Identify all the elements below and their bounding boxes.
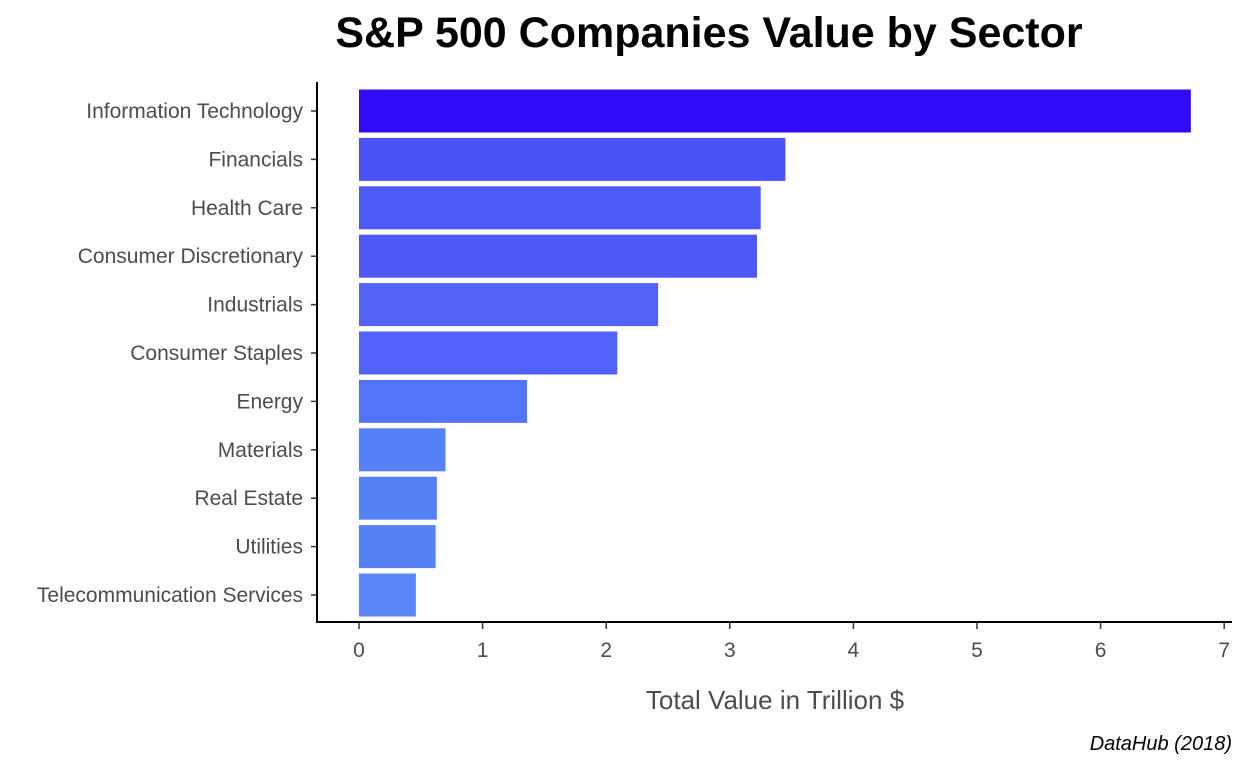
x-tick-label-5: 5 (971, 639, 983, 662)
x-axis-title: Total Value in Trillion $ (646, 685, 905, 715)
x-tick-label-4: 4 (848, 639, 860, 662)
x-tick-label-0: 0 (353, 639, 365, 662)
category-label-9: Utilities (235, 536, 303, 559)
category-labels: Information Technology Financials Health C… (37, 100, 304, 607)
category-label-2: Health Care (191, 197, 303, 220)
x-tick-label-1: 1 (477, 639, 489, 662)
category-label-7: Materials (218, 439, 303, 462)
chart-title: S&P 500 Companies Value by Sector (335, 9, 1083, 57)
bar-10 (359, 573, 416, 617)
bar-5 (359, 331, 618, 375)
x-tick-labels: 0 1 2 3 4 5 6 7 (353, 639, 1230, 662)
x-tick-label-2: 2 (600, 639, 612, 662)
category-label-5: Consumer Staples (130, 342, 303, 365)
bar-1 (359, 137, 786, 181)
category-label-8: Real Estate (194, 487, 303, 510)
x-tick-marks (358, 622, 1225, 629)
category-label-4: Industrials (207, 294, 303, 317)
chart-caption: DataHub (2018) (1090, 733, 1232, 755)
bar-9 (359, 525, 436, 569)
bar-6 (359, 379, 528, 423)
x-tick-label-7: 7 (1218, 639, 1230, 662)
bar-2 (359, 186, 761, 230)
category-label-1: Financials (208, 148, 303, 171)
category-label-10: Telecommunication Services (37, 584, 303, 607)
bar-4 (359, 283, 659, 327)
category-label-6: Energy (236, 390, 303, 413)
category-label-0: Information Technology (86, 100, 303, 123)
x-tick-label-6: 6 (1095, 639, 1107, 662)
bar-3 (359, 234, 757, 278)
category-label-3: Consumer Discretionary (78, 245, 304, 268)
bar-8 (359, 476, 437, 520)
bars-group (359, 89, 1191, 617)
x-tick-label-3: 3 (724, 639, 736, 662)
bar-0 (359, 89, 1191, 133)
bar-7 (359, 428, 446, 472)
